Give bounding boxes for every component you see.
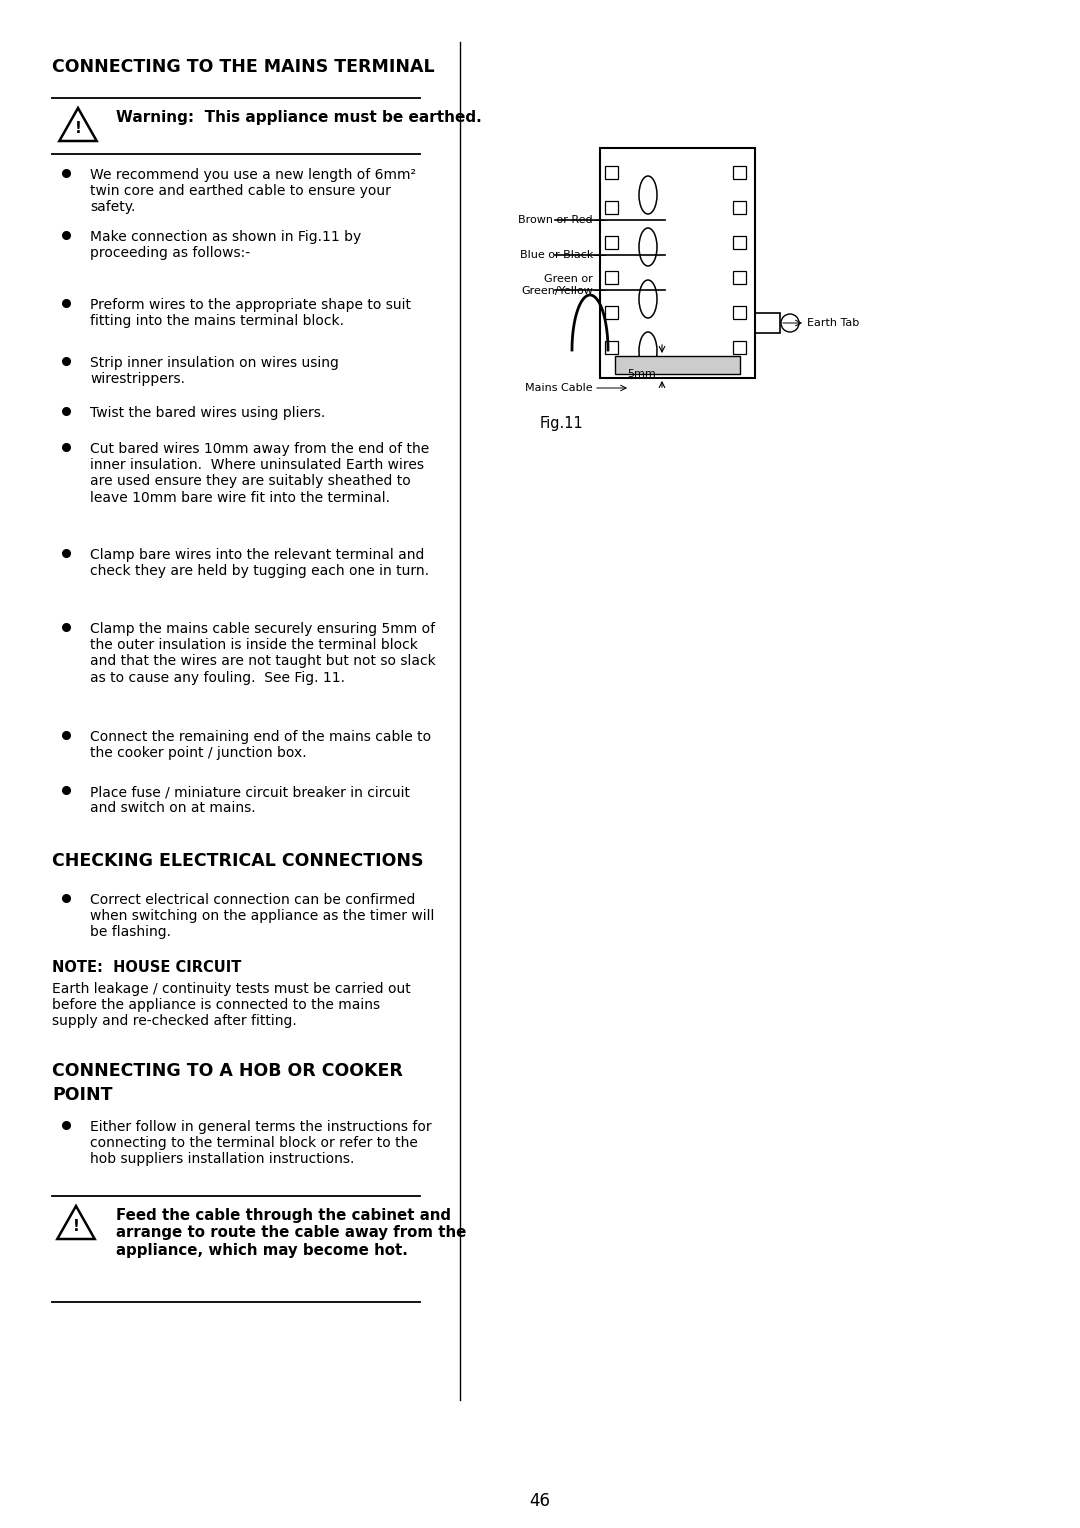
Bar (605, 202, 618, 214)
Text: CONNECTING TO THE MAINS TERMINAL: CONNECTING TO THE MAINS TERMINAL (52, 58, 434, 76)
Text: Clamp bare wires into the relevant terminal and
check they are held by tugging e: Clamp bare wires into the relevant termi… (90, 549, 429, 578)
Text: Brown or Red: Brown or Red (518, 215, 593, 225)
Text: CHECKING ELECTRICAL CONNECTIONS: CHECKING ELECTRICAL CONNECTIONS (52, 853, 423, 869)
Text: Green or
Green/Yellow: Green or Green/Yellow (522, 274, 593, 296)
Bar (733, 167, 746, 179)
Bar (600, 148, 755, 377)
Text: Place fuse / miniature circuit breaker in circuit
and switch on at mains.: Place fuse / miniature circuit breaker i… (90, 785, 410, 816)
Text: Preform wires to the appropriate shape to suit
fitting into the mains terminal b: Preform wires to the appropriate shape t… (90, 298, 411, 329)
Text: Correct electrical connection can be confirmed
when switching on the appliance a: Correct electrical connection can be con… (90, 892, 434, 940)
Text: !: ! (75, 121, 81, 136)
Text: Fig.11: Fig.11 (540, 416, 584, 431)
Text: Blue or Black: Blue or Black (519, 251, 593, 260)
Text: POINT: POINT (52, 1086, 112, 1105)
Text: Earth leakage / continuity tests must be carried out
before the appliance is con: Earth leakage / continuity tests must be… (52, 983, 410, 1028)
Bar (615, 356, 740, 374)
Text: Clamp the mains cable securely ensuring 5mm of
the outer insulation is inside th: Clamp the mains cable securely ensuring … (90, 622, 435, 685)
Text: Earth Tab: Earth Tab (807, 318, 860, 329)
Bar (605, 306, 618, 319)
Text: Warning:  This appliance must be earthed.: Warning: This appliance must be earthed. (116, 110, 482, 125)
Bar (733, 202, 746, 214)
Bar (755, 313, 780, 333)
Text: Strip inner insulation on wires using
wirestrippers.: Strip inner insulation on wires using wi… (90, 356, 339, 387)
Text: 46: 46 (529, 1491, 551, 1510)
Bar (605, 167, 618, 179)
Bar (733, 270, 746, 284)
Text: Mains Cable: Mains Cable (525, 384, 593, 393)
Text: Connect the remaining end of the mains cable to
the cooker point / junction box.: Connect the remaining end of the mains c… (90, 730, 431, 761)
Bar (733, 306, 746, 319)
Bar (733, 341, 746, 354)
Text: We recommend you use a new length of 6mm²
twin core and earthed cable to ensure : We recommend you use a new length of 6mm… (90, 168, 416, 214)
Text: Twist the bared wires using pliers.: Twist the bared wires using pliers. (90, 406, 325, 420)
Text: NOTE:  HOUSE CIRCUIT: NOTE: HOUSE CIRCUIT (52, 960, 241, 975)
Text: Make connection as shown in Fig.11 by
proceeding as follows:-: Make connection as shown in Fig.11 by pr… (90, 231, 361, 260)
Bar (605, 270, 618, 284)
Bar (733, 235, 746, 249)
Bar (605, 235, 618, 249)
Text: CONNECTING TO A HOB OR COOKER: CONNECTING TO A HOB OR COOKER (52, 1062, 403, 1080)
Text: Cut bared wires 10mm away from the end of the
inner insulation.  Where uninsulat: Cut bared wires 10mm away from the end o… (90, 442, 429, 504)
Text: 5mm: 5mm (627, 368, 657, 379)
Text: Feed the cable through the cabinet and
arrange to route the cable away from the
: Feed the cable through the cabinet and a… (116, 1209, 467, 1258)
Text: !: ! (72, 1219, 80, 1235)
Bar (605, 341, 618, 354)
Text: Either follow in general terms the instructions for
connecting to the terminal b: Either follow in general terms the instr… (90, 1120, 432, 1166)
